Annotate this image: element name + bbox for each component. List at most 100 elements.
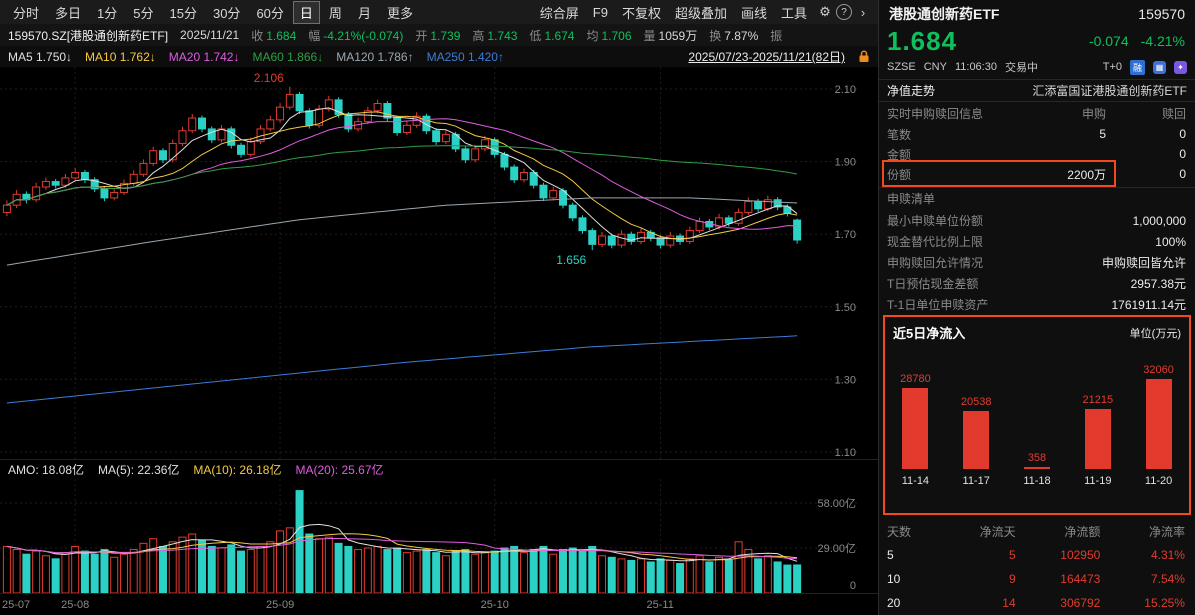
detail-row-1: 最小申赎单位份额 1,000,000 <box>887 210 1186 231</box>
quote-field-均: 均 1.706 <box>586 28 632 43</box>
period-tab-30分[interactable]: 30分 <box>212 5 241 21</box>
row-label: 最小申赎单位份额 <box>887 214 984 228</box>
ma-value-label: MA60 1.866↓ <box>252 49 324 64</box>
row-label: 金额 <box>887 147 912 162</box>
x-label-25-08: 25-08 <box>61 599 90 611</box>
net-inflow-dates: 11-14 11-17 11-18 11-19 11-20 <box>885 475 1189 491</box>
svg-text:1.90: 1.90 <box>835 157 856 169</box>
quote-fields: 收 1.684 幅 -4.21%(-0.074) 开 1.739 高 1.743 低 1.674 均… <box>251 27 785 44</box>
change-value: -0.074 <box>1088 33 1129 49</box>
svg-text:1.30: 1.30 <box>835 374 856 386</box>
cell-value: 15.25% <box>1144 596 1185 610</box>
menu-item-超级叠加[interactable]: 超级叠加 <box>674 5 727 21</box>
period-tab-更多[interactable]: 更多 <box>386 5 413 21</box>
collapse-panel-icon[interactable]: › <box>860 4 866 20</box>
row-value: 1761911.14元 <box>1111 298 1186 312</box>
x-axis-labels: 25-07 25-08 25-09 25-10 25-11 <box>0 593 878 615</box>
margin-badge[interactable]: 融 <box>1129 59 1145 75</box>
flow-value: 28780 <box>900 373 931 386</box>
period-tab-多日[interactable]: 多日 <box>55 5 82 21</box>
row-label: 份额 <box>887 167 912 182</box>
panel-badge-icon-1[interactable]: ▦ <box>1153 60 1166 74</box>
help-icon[interactable]: ? <box>836 4 852 20</box>
menu-item-工具[interactable]: 工具 <box>780 5 807 21</box>
panel-header: 港股通创新药ETF 159570 <box>889 4 1185 24</box>
redeem-value: 0 <box>1179 147 1186 161</box>
x-label-25-11: 25-11 <box>646 599 674 611</box>
flow-table-header: 天数 净流天 净流额 净流率 <box>887 522 1185 540</box>
currency-label: CNY <box>923 61 947 73</box>
period-tab-15分[interactable]: 15分 <box>169 5 197 21</box>
cell-days: 20 <box>887 596 901 610</box>
period-tab-日[interactable]: 日 <box>292 0 320 24</box>
redeem-value: 0 <box>1179 127 1186 141</box>
symbol-label[interactable]: 159570.SZ[港股通创新药ETF] <box>8 28 169 43</box>
svg-text:1.10: 1.10 <box>835 447 856 459</box>
row-value: 申购赎回皆允许 <box>1101 256 1186 270</box>
volume-chart[interactable]: 58.00亿 29.00亿 0 <box>0 479 878 594</box>
x-label-25-07: 25-07 <box>2 599 31 611</box>
flow-date: 11-17 <box>962 475 990 487</box>
x-label-25-10: 25-10 <box>480 599 509 611</box>
svg-text:0: 0 <box>850 580 856 592</box>
lock-icon[interactable] <box>858 50 870 63</box>
price-change: -0.074 -4.21% <box>1089 33 1185 49</box>
list-title: 申赎清单 <box>887 191 936 206</box>
menu-item-综合屏[interactable]: 综合屏 <box>539 5 579 21</box>
net-inflow-box: 近5日净流入 单位(万元) 28780 20538 358 21215 32060 11… <box>883 315 1191 515</box>
cell-value: 7.54% <box>1150 572 1185 586</box>
cell-value: 102950 <box>1060 548 1101 562</box>
period-tab-月[interactable]: 月 <box>357 5 371 21</box>
subscribe-title: 实时申购赎回信息 <box>887 106 984 121</box>
row-value: 2957.38元 <box>1130 277 1186 291</box>
flow-bar-11-17 <box>963 411 990 469</box>
gear-icon[interactable]: ⚙ <box>819 4 831 19</box>
flow-table-col-净流率: 净流率 <box>1148 524 1185 539</box>
chart-area: 分时 多日 1分 5分 15分 30分 60分日周月更多 综合屏 F9 不复权 超级叠加 画线 工具 … <box>0 0 878 615</box>
period-toolbar: 分时 多日 1分 5分 15分 30分 60分日周月更多 综合屏 F9 不复权 超级叠加 画线 工具 … <box>0 0 878 24</box>
volume-legend-bar: AMO: 18.08亿 MA(5): 22.36亿 MA(10): 26.18亿 MA… <box>0 459 878 479</box>
svg-text:1.656: 1.656 <box>556 253 586 267</box>
flow-table-col-净流额: 净流额 <box>1064 524 1101 539</box>
candlestick-chart[interactable]: 2.10 1.90 1.70 1.50 1.30 1.10 2.106 1.656 <box>0 67 878 459</box>
volume-legend-item: MA(5): 22.36亿 <box>98 463 180 477</box>
date-range-label[interactable]: 2025/07/23-2025/11/21(82日) <box>688 50 845 64</box>
ma-value-label: MA250 1.420↑ <box>426 49 504 64</box>
period-tab-1分[interactable]: 1分 <box>97 5 118 21</box>
ma-value-label: MA120 1.786↑ <box>336 49 414 64</box>
quote-field-高: 高 1.743 <box>472 28 518 43</box>
subscribe-row-份额: 份额 2200万 0 <box>887 164 1186 184</box>
ma-values: MA5 1.750↓ MA10 1.762↓ MA20 1.742↓ MA60 1.8… <box>8 50 504 64</box>
divider <box>879 79 1195 80</box>
detail-row-4: T日预估现金差额 2957.38元 <box>887 273 1186 294</box>
menu-item-画线[interactable]: 画线 <box>740 5 767 21</box>
detail-row-3: 申购赎回允许情况 申购赎回皆允许 <box>887 252 1186 273</box>
menu-item-F9[interactable]: F9 <box>592 4 608 20</box>
menu-item-不复权[interactable]: 不复权 <box>621 5 661 21</box>
cell-value: 9 <box>1008 572 1016 586</box>
cell-value: 164473 <box>1060 572 1101 586</box>
subscribe-value: 5 <box>1099 127 1106 141</box>
period-tab-周[interactable]: 周 <box>328 5 342 21</box>
panel-badge-icon-2[interactable]: ✦ <box>1174 60 1187 74</box>
fund-full-name: 汇添富国证港股通创新药ETF <box>1032 83 1187 98</box>
flow-table-row-10: 10 9 164473 7.54% <box>887 568 1185 590</box>
period-tab-60分[interactable]: 60分 <box>256 5 284 21</box>
ma-legend-bar: MA5 1.750↓ MA10 1.762↓ MA20 1.742↓ MA60 1.8… <box>0 46 878 67</box>
col-redeem: 赎回 <box>1161 106 1186 121</box>
ma-value-label: MA20 1.742↓ <box>168 49 240 64</box>
stock-name: 港股通创新药ETF <box>889 6 1000 22</box>
cell-days: 10 <box>887 572 901 586</box>
ma-value-label: MA10 1.762↓ <box>85 49 156 64</box>
row-label: T-1日单位申赎资产 <box>887 298 989 312</box>
stock-code: 159570 <box>1138 6 1185 22</box>
subscribe-value: 2200万 <box>1067 167 1106 182</box>
period-tab-分时[interactable]: 分时 <box>13 5 40 21</box>
flow-bar-11-19 <box>1084 409 1111 469</box>
period-tab-5分[interactable]: 5分 <box>133 5 154 21</box>
trade-date: 2025/11/21 <box>180 28 240 42</box>
tab-nav-trend[interactable]: 净值走势 <box>887 83 936 98</box>
cell-value: 4.31% <box>1150 548 1185 562</box>
t0-label: T+0 <box>1102 61 1122 73</box>
